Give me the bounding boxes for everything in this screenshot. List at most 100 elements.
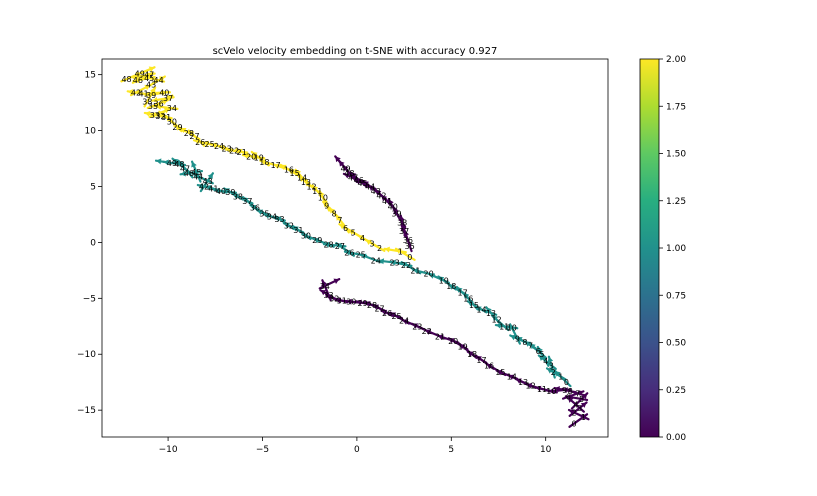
- point-label: 38: [397, 218, 407, 227]
- point-label: 45: [191, 168, 201, 177]
- velocity-arrowhead: [148, 90, 154, 97]
- velocity-arrowhead: [155, 103, 162, 110]
- colorbar: [639, 58, 660, 438]
- point-label: 36: [154, 100, 164, 109]
- colorbar-tick-label: 0.50: [666, 339, 686, 349]
- point-label: 30: [301, 232, 311, 241]
- point-label: 25: [205, 140, 215, 149]
- colorbar-tick-label: 1.75: [666, 102, 686, 112]
- velocity-arrowhead: [159, 76, 165, 82]
- point-label: 14: [507, 373, 517, 382]
- velocity-arrowhead: [343, 172, 350, 179]
- point-label: 37: [399, 227, 409, 236]
- point-label: 43: [146, 81, 156, 90]
- point-label: 5: [351, 228, 356, 237]
- point-label: 29: [172, 123, 182, 132]
- y-tick-label: −15: [77, 406, 96, 416]
- point-label: 28: [323, 241, 333, 250]
- point-label: 24: [399, 317, 409, 326]
- point-label: 40: [216, 187, 226, 196]
- point-label: 11: [312, 187, 322, 196]
- point-label: 17: [458, 289, 468, 298]
- chart-title: scVelo velocity embedding on t-SNE with …: [213, 46, 498, 57]
- velocity-arrowhead: [251, 151, 258, 158]
- point-label: 44: [193, 172, 203, 181]
- point-label: 28: [184, 129, 194, 138]
- point-label: 18: [467, 350, 477, 359]
- point-label: 7: [575, 389, 580, 398]
- x-tick-label: 10: [540, 445, 552, 455]
- point-label: 34: [267, 213, 277, 222]
- point-label: 48: [174, 160, 184, 169]
- point-label: 44: [154, 76, 164, 85]
- point-label: 21: [237, 148, 247, 157]
- point-label: 20: [424, 270, 434, 279]
- point-label: 13: [486, 309, 496, 318]
- point-label: 10: [318, 194, 328, 203]
- point-label: 5: [579, 395, 584, 404]
- point-label: 41: [382, 197, 392, 206]
- point-label: 20: [246, 152, 256, 161]
- point-label: 0: [571, 420, 576, 429]
- point-label: 12: [306, 182, 316, 191]
- velocity-arrowhead: [191, 161, 197, 168]
- point-label: 37: [242, 197, 252, 206]
- x-tick-label: −5: [256, 445, 269, 455]
- velocity-arrowhead: [547, 356, 554, 363]
- point-label: 7: [528, 341, 533, 350]
- velocity-arrowhead: [180, 170, 186, 177]
- point-label: 13: [518, 378, 528, 387]
- point-label: 41: [208, 185, 218, 194]
- point-label: 19: [254, 153, 264, 162]
- velocity-arrowhead: [580, 402, 587, 408]
- velocity-arrowhead: [163, 108, 170, 114]
- velocity-arrowhead: [144, 110, 151, 117]
- point-label: 27: [189, 132, 199, 141]
- point-label: 12: [525, 382, 535, 391]
- point-label: 6: [343, 224, 348, 233]
- point-label: 29: [357, 299, 367, 308]
- velocity-arrowhead: [321, 280, 328, 287]
- point-label: 43: [203, 177, 213, 186]
- point-label: 36: [403, 236, 413, 245]
- point-label: 5: [539, 350, 544, 359]
- point-label: 48: [121, 75, 131, 84]
- colorbar-tick-label: 2.00: [666, 55, 686, 65]
- point-label: 35: [148, 102, 158, 111]
- point-label: 8: [522, 338, 527, 347]
- point-label: 31: [293, 226, 303, 235]
- point-label: 7: [337, 216, 342, 225]
- point-label: 45: [357, 179, 367, 188]
- velocity-arrowhead: [510, 334, 517, 341]
- point-label: 33: [274, 215, 284, 224]
- point-label: 22: [229, 147, 239, 156]
- colorbar-tick-label: 1.50: [666, 150, 686, 160]
- point-label: 11: [499, 322, 509, 331]
- point-label: 0: [407, 253, 412, 262]
- point-label: 35: [259, 209, 269, 218]
- point-label: 13: [301, 178, 311, 187]
- point-label: 8: [568, 387, 573, 396]
- point-label: 30: [346, 298, 356, 307]
- velocity-arrowhead: [152, 96, 158, 103]
- point-label: 3: [369, 240, 374, 249]
- point-label: 38: [142, 97, 152, 106]
- point-label: 9: [324, 202, 329, 211]
- colorbar-tick-label: 0.25: [666, 386, 686, 396]
- velocity-arrowhead: [207, 173, 213, 180]
- series-group: 0123456789101112131415161718192021222324…: [154, 157, 572, 388]
- point-label: 15: [495, 368, 505, 377]
- point-label: 14: [476, 306, 486, 315]
- point-label: 3: [549, 361, 554, 370]
- point-label: 17: [271, 161, 281, 170]
- point-label: 34: [167, 104, 177, 113]
- point-label: 14: [297, 174, 307, 183]
- point-label: 33: [150, 111, 160, 120]
- y-tick-label: 0: [90, 238, 96, 248]
- point-label: 45: [144, 74, 154, 83]
- point-label: 11: [537, 385, 547, 394]
- x-tick-label: 5: [448, 445, 454, 455]
- point-label: 26: [382, 309, 392, 318]
